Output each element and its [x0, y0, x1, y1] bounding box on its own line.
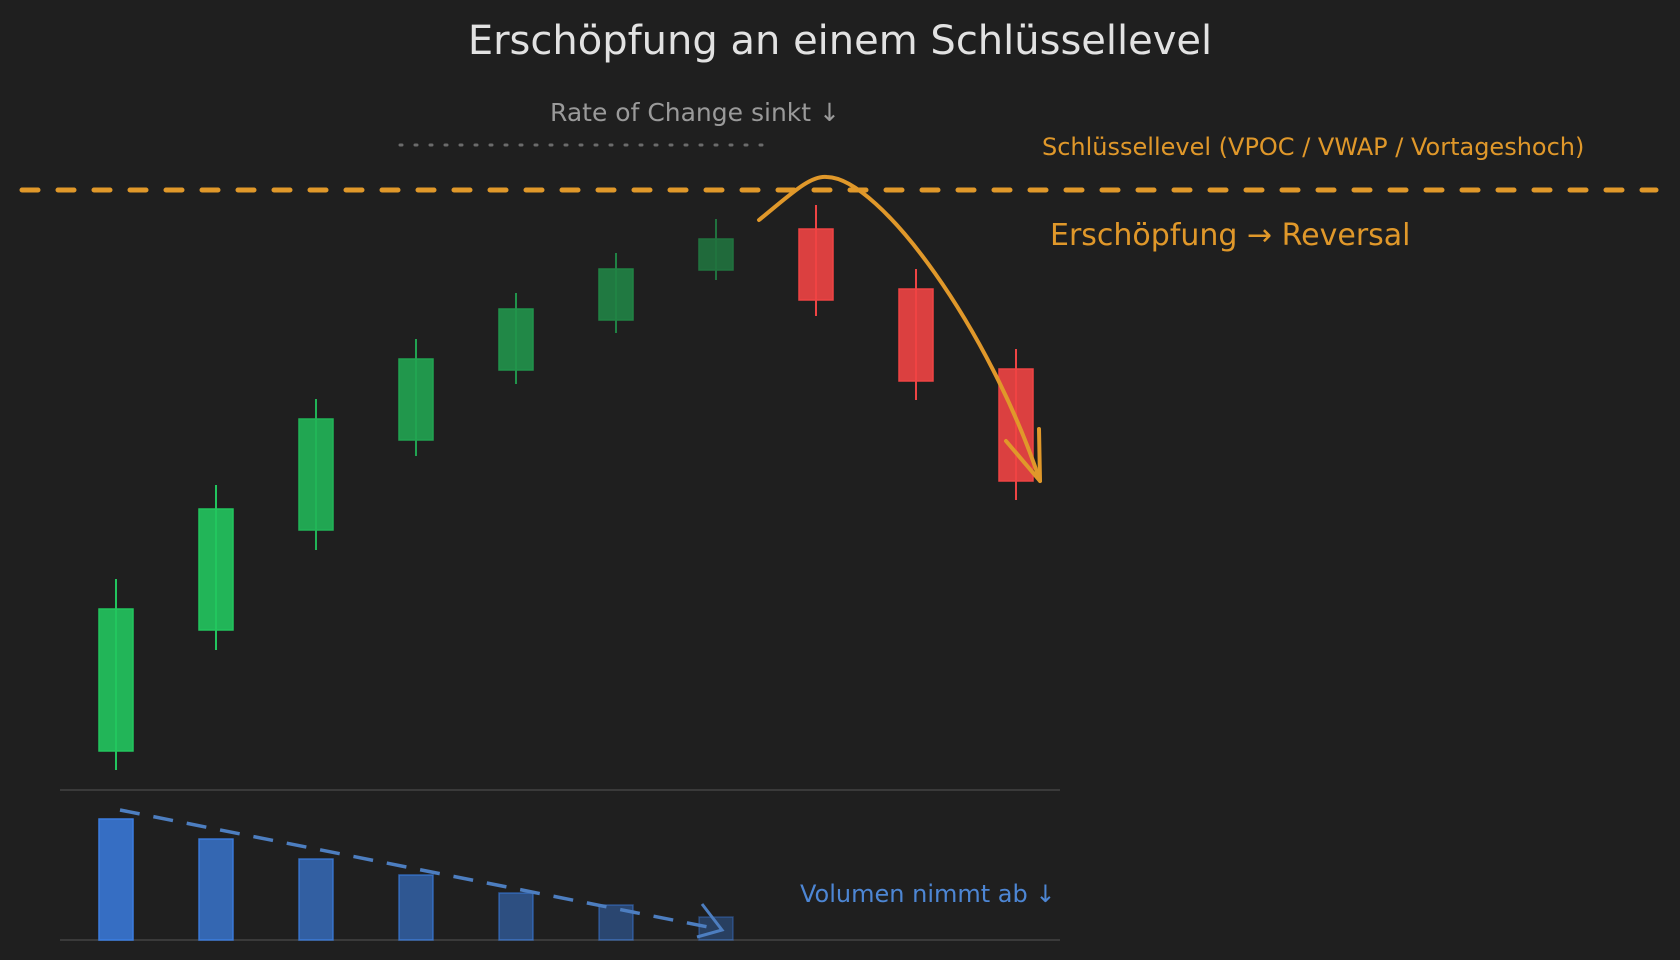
candle-2: [198, 485, 234, 650]
volume-bar-4: [398, 874, 434, 941]
candle-6: [598, 253, 634, 333]
reversal-label: Erschöpfung → Reversal: [1050, 218, 1411, 253]
candles: [98, 205, 1034, 770]
reversal-arrowhead-icon: [1004, 427, 1042, 483]
candle-8: [798, 205, 834, 316]
volume-bar-3: [298, 858, 334, 941]
volume-bar-5: [498, 892, 534, 941]
candle-1: [98, 579, 134, 770]
chart-title: Erschöpfung an einem Schlüssellevel: [467, 18, 1213, 64]
candle-9: [898, 269, 934, 400]
candle-3: [298, 399, 334, 550]
reversal-arrow: [757, 174, 1042, 483]
volume-trend-arrowhead-icon: [696, 903, 725, 939]
candle-5: [498, 293, 534, 384]
volume-label: Volumen nimmt ab ↓: [800, 880, 1056, 908]
rate-of-change-label: Rate of Change sinkt ↓: [550, 98, 840, 127]
volume-bar-1: [98, 818, 134, 941]
volume-bars: [98, 818, 734, 941]
candle-4: [398, 339, 434, 456]
candle-7: [698, 219, 734, 280]
candle-10: [998, 349, 1034, 500]
volume-bar-2: [198, 838, 234, 941]
key-level-label: Schlüssellevel (VPOC / VWAP / Vortagesho…: [1042, 133, 1585, 161]
